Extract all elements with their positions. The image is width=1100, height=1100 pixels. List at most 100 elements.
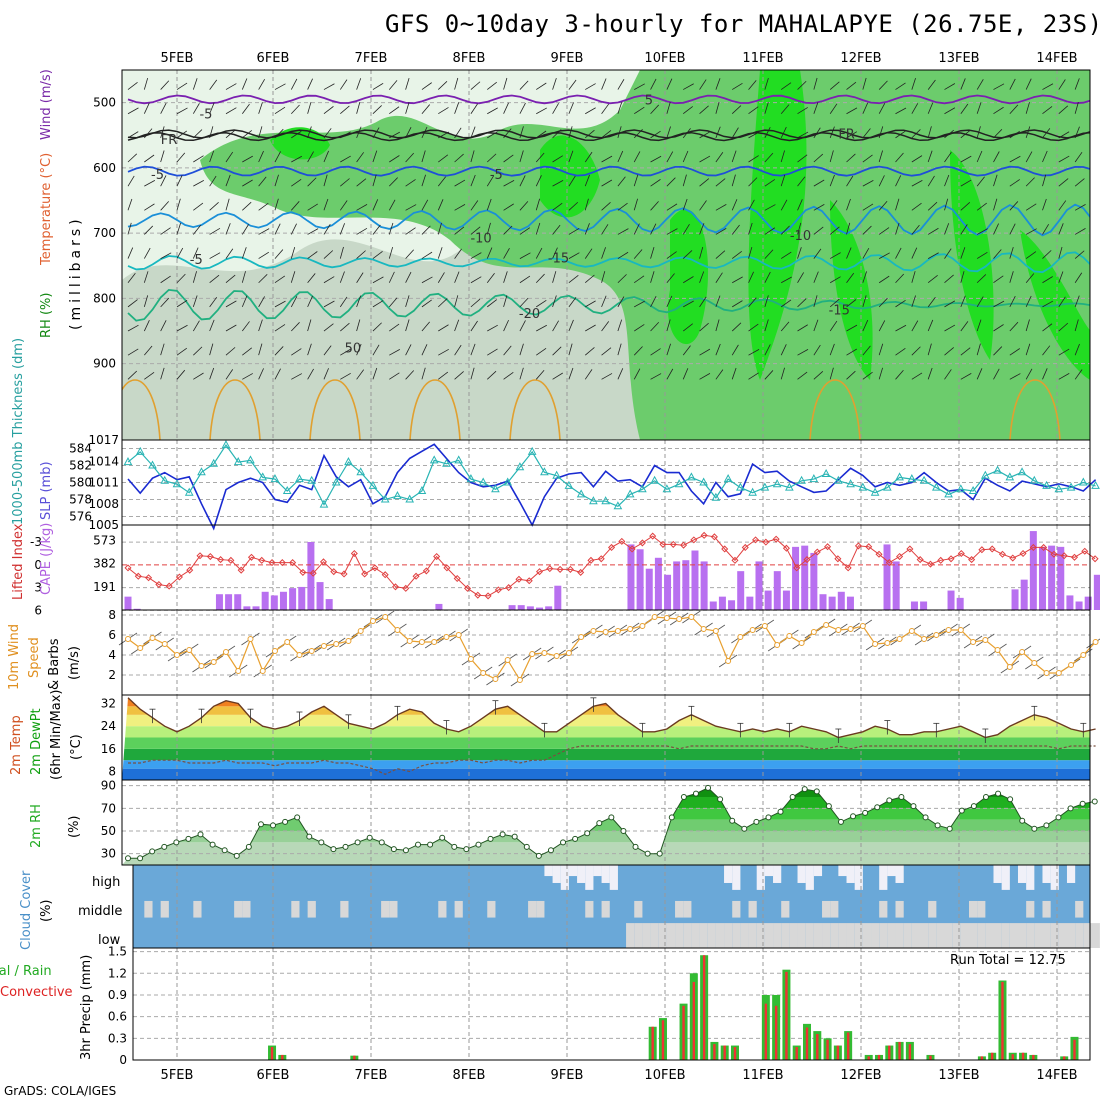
wind-barb bbox=[144, 203, 155, 211]
wind-barb bbox=[601, 103, 610, 114]
cape-axis-label: CAPE (J/kg) bbox=[39, 523, 54, 595]
precip-conv-bar bbox=[764, 1003, 768, 1060]
lifted-index-point bbox=[998, 550, 1007, 558]
slp-tick: 1011 bbox=[88, 476, 119, 490]
lifted-index-point bbox=[834, 555, 842, 563]
cloud-low-gap bbox=[903, 923, 912, 948]
cape-bar bbox=[819, 594, 827, 610]
rh2m-tick: 50 bbox=[101, 824, 116, 838]
wind-barb bbox=[780, 82, 792, 90]
wind-barb bbox=[829, 367, 834, 380]
cloud-clear-high bbox=[813, 865, 823, 877]
wind10-point bbox=[896, 636, 903, 642]
wind-barb bbox=[1091, 301, 1100, 307]
wind-barb bbox=[927, 79, 936, 90]
wind-barb bbox=[976, 102, 982, 114]
wind10-point bbox=[333, 641, 340, 647]
wind-barb bbox=[225, 83, 237, 90]
rh2m-point bbox=[354, 839, 361, 846]
wind-barb bbox=[682, 345, 691, 356]
cape-bar bbox=[792, 546, 800, 610]
wind-barb bbox=[536, 82, 547, 90]
wind-barb bbox=[1025, 78, 1032, 90]
lifted-index-point bbox=[700, 531, 708, 539]
wind-barb bbox=[895, 175, 902, 187]
wind-barb bbox=[143, 271, 149, 283]
cloud-clear-high bbox=[846, 865, 855, 883]
lifted-index-point bbox=[1019, 549, 1027, 558]
wind-barb bbox=[1025, 151, 1033, 163]
wind-barb bbox=[307, 273, 316, 283]
wind10-point bbox=[737, 634, 744, 640]
wind-barb bbox=[486, 153, 497, 163]
wind-barb bbox=[389, 323, 400, 332]
contour-label: 5 bbox=[645, 93, 653, 108]
wind-barb bbox=[209, 102, 215, 114]
contour-label: -20 bbox=[519, 307, 540, 322]
wind-barb bbox=[339, 79, 348, 90]
lifted-index-point bbox=[361, 570, 369, 578]
rh2m-point bbox=[390, 846, 397, 853]
wind-barb bbox=[878, 150, 883, 163]
cloud-clear-high bbox=[1042, 865, 1051, 883]
wind-barb bbox=[780, 174, 786, 187]
wind-barb bbox=[176, 222, 181, 235]
wind-barb bbox=[242, 373, 253, 380]
wind-barb bbox=[356, 227, 368, 235]
cape-bar bbox=[773, 571, 781, 610]
wind10-point bbox=[823, 622, 830, 628]
wind-barb bbox=[895, 299, 906, 308]
thickness-point bbox=[772, 479, 782, 488]
wind-barb bbox=[634, 106, 645, 115]
lifted-index-point bbox=[854, 542, 862, 550]
cloud-mid-gap bbox=[822, 900, 831, 918]
lifted-index-point bbox=[217, 556, 225, 564]
wind-barb bbox=[519, 175, 526, 187]
wind-barb bbox=[1025, 295, 1032, 308]
cloud-low-gap bbox=[952, 923, 961, 948]
wind-barb bbox=[993, 151, 1000, 163]
wind-barb bbox=[503, 345, 512, 356]
lifted-index-point bbox=[916, 556, 924, 564]
wind-axis-label: Wind (m/s) bbox=[39, 69, 54, 140]
cloud-low-gap bbox=[1009, 923, 1019, 948]
wind-barb bbox=[535, 222, 541, 235]
wind-barb bbox=[862, 371, 873, 380]
wind-barb bbox=[143, 102, 150, 114]
rh2m-point bbox=[245, 843, 252, 850]
rh2m-point bbox=[741, 825, 748, 832]
pressure-level-600: 600 bbox=[93, 161, 116, 175]
wind-barb bbox=[617, 274, 627, 284]
wind-barb bbox=[813, 271, 819, 283]
wind-barb bbox=[486, 370, 497, 380]
rh2m-point bbox=[765, 814, 772, 821]
wind-barb bbox=[307, 319, 312, 332]
cloud-mid-gap bbox=[242, 900, 251, 918]
rh2m-point bbox=[523, 843, 530, 850]
wind-barb bbox=[470, 298, 481, 308]
thickness-point bbox=[968, 485, 978, 494]
precip-axis-label-3: 3hr Precip (mm) bbox=[79, 955, 94, 1060]
lifted-index-point bbox=[505, 584, 513, 592]
wind-barb bbox=[944, 369, 952, 380]
wind-barb bbox=[519, 367, 524, 380]
wind-barb bbox=[813, 204, 825, 211]
cloud-mid-gap bbox=[1042, 900, 1051, 918]
cloud-clear-high bbox=[609, 865, 618, 890]
lifted-index-point bbox=[690, 536, 698, 544]
wind-barb bbox=[862, 102, 869, 114]
rh2m-tick: 30 bbox=[101, 847, 116, 861]
wind-barb bbox=[519, 297, 529, 308]
thickness-point bbox=[258, 472, 268, 481]
wind-barb bbox=[274, 249, 284, 259]
cloud-low-gap bbox=[1042, 923, 1051, 948]
wind-barb bbox=[993, 346, 1003, 356]
wind-barb bbox=[682, 223, 690, 235]
lifted-index-point bbox=[607, 543, 616, 551]
wind-barb bbox=[584, 174, 590, 187]
wind-barb bbox=[731, 174, 736, 187]
wind-barb bbox=[339, 271, 345, 283]
warm-isotherm bbox=[509, 379, 561, 440]
rh2m-tick: 90 bbox=[101, 779, 116, 793]
wind-barb bbox=[552, 320, 559, 332]
